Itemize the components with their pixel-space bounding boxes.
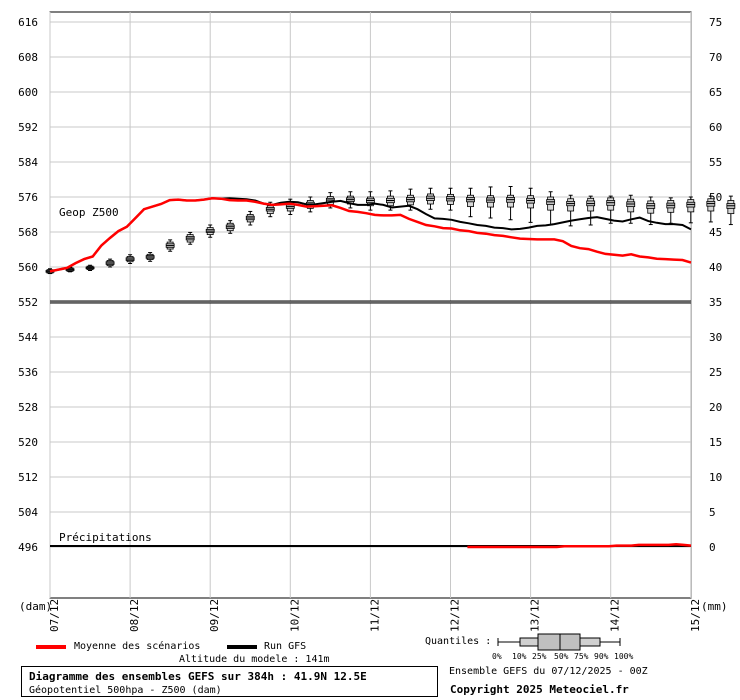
x-tick-label: 11/12	[368, 599, 381, 632]
left-tick-label: 512	[18, 471, 38, 484]
x-tick-label: 10/12	[288, 599, 301, 632]
ensemble-run-label: Ensemble GEFS du 07/12/2025 - 00Z	[449, 666, 648, 677]
right-tick-label: 60	[709, 121, 722, 134]
quantile-tick-label: 10%	[512, 652, 527, 661]
left-tick-label: 504	[18, 506, 38, 519]
geop-box	[686, 196, 696, 224]
geop-box	[706, 195, 716, 223]
geop-box	[406, 188, 415, 211]
x-axis-ticks: 07/12 08/12 09/12 10/12 11/12 12/12 13/12 14/12…	[48, 599, 702, 632]
copyright: Copyright 2025 Meteociel.fr	[450, 683, 629, 696]
right-tick-label: 5	[709, 506, 716, 519]
geop-box	[145, 252, 155, 262]
x-tick-label: 09/12	[208, 599, 221, 632]
legend-mean-label: Moyenne des scénarios	[74, 641, 201, 652]
legend-run-label: Run GFS	[264, 641, 307, 652]
geop-box	[466, 187, 475, 218]
left-tick-label: 528	[18, 401, 38, 414]
right-tick-label: 55	[709, 156, 722, 169]
x-tick-label: 07/12	[48, 599, 61, 632]
geop-box	[546, 191, 556, 226]
left-tick-label: 584	[18, 156, 38, 169]
geop-box	[265, 201, 275, 218]
geop-box	[606, 195, 616, 224]
x-tick-label: 14/12	[609, 599, 622, 632]
geop-box	[225, 220, 235, 234]
left-unit-label: (dam)	[19, 600, 52, 613]
x-tick-label: 08/12	[128, 599, 141, 632]
geop-box	[205, 224, 215, 238]
quantile-legend-box	[497, 633, 621, 651]
precip-mean-line	[467, 542, 692, 549]
info-title: Diagramme des ensembles GEFS sur 384h : …	[29, 670, 367, 683]
geop-box	[586, 195, 596, 226]
ensemble-mean-line	[49, 197, 692, 273]
x-tick-label: 13/12	[529, 599, 542, 632]
geop-box	[526, 187, 535, 223]
left-tick-label: 600	[18, 86, 38, 99]
geop-box	[646, 196, 656, 226]
precip-label: Précipitations	[59, 531, 152, 544]
geop-boxplots	[45, 186, 736, 275]
left-tick-label: 520	[18, 436, 38, 449]
left-tick-label: 544	[18, 331, 38, 344]
left-tick-label: 568	[18, 226, 38, 239]
quantile-tick-label: 90%	[594, 652, 609, 661]
left-tick-label: 616	[18, 16, 38, 29]
geop-box	[105, 258, 115, 268]
right-tick-label: 20	[709, 401, 722, 414]
quantile-tick-label: 75%	[574, 652, 589, 661]
geop-box	[486, 186, 495, 219]
info-subtitle: Géopotentiel 500hpa - Z500 (dam)	[29, 685, 222, 696]
info-box: Diagramme des ensembles GEFS sur 384h : …	[21, 666, 438, 697]
left-tick-label: 552	[18, 296, 38, 309]
geop-box	[125, 254, 135, 264]
geop-box	[185, 231, 195, 245]
quantiles-label: Quantiles :	[425, 636, 492, 647]
right-tick-label: 30	[709, 331, 722, 344]
geop-box	[325, 192, 335, 209]
quantile-tick-label: 0%	[492, 652, 502, 661]
geop-box	[426, 187, 435, 210]
right-tick-label: 0	[709, 541, 716, 554]
altitude-label: Altitude du modele : 141m	[179, 654, 330, 665]
right-tick-label: 25	[709, 366, 722, 379]
x-tick-label: 15/12	[689, 599, 702, 632]
geop-box	[666, 197, 676, 224]
right-tick-label: 10	[709, 471, 722, 484]
right-tick-label: 40	[709, 261, 722, 274]
right-tick-label: 70	[709, 51, 722, 64]
right-tick-label: 75	[709, 16, 722, 29]
quantile-tick-label: 100%	[614, 652, 634, 661]
geop-box	[626, 194, 636, 224]
left-tick-label: 592	[18, 121, 38, 134]
right-tick-label: 15	[709, 436, 722, 449]
geop-box	[365, 191, 375, 211]
right-tick-label: 45	[709, 226, 722, 239]
geop-box	[165, 239, 175, 252]
left-axis-ticks: 616 608 600 592 584 576 568 560 552 544 536 528 520 5…	[18, 16, 38, 554]
right-unit-label: (mm)	[701, 600, 728, 613]
chart-grid	[49, 11, 692, 599]
left-tick-label: 536	[18, 366, 38, 379]
right-tick-label: 65	[709, 86, 722, 99]
geop-box	[245, 210, 255, 226]
geop-box	[85, 264, 95, 271]
left-tick-label: 576	[18, 191, 38, 204]
quantile-tick-label: 25%	[532, 652, 547, 661]
geop-box	[726, 195, 736, 226]
left-tick-label: 560	[18, 261, 38, 274]
x-tick-label: 12/12	[449, 599, 462, 632]
left-tick-label: 496	[18, 541, 38, 554]
geop-label: Geop Z500	[59, 206, 119, 219]
geop-box	[446, 187, 455, 211]
geop-box	[506, 186, 515, 221]
geop-box	[65, 266, 75, 273]
left-tick-label: 608	[18, 51, 38, 64]
quantile-tick-label: 50%	[554, 652, 569, 661]
right-tick-label: 35	[709, 296, 722, 309]
geop-box	[345, 191, 355, 209]
